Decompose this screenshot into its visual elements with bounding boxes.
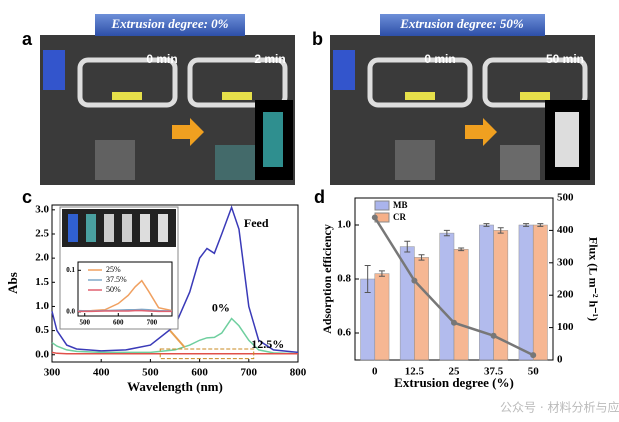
x-tick-label: 700 xyxy=(241,367,258,379)
time-label: 50 min xyxy=(546,52,584,66)
y-axis-title: Adsorption efficiency xyxy=(320,224,334,334)
plot-frame xyxy=(51,204,299,363)
vial xyxy=(68,214,78,242)
photo-b xyxy=(330,35,595,185)
y-tick-label: 0.0 xyxy=(35,348,49,360)
x-tick-label: 400 xyxy=(93,367,110,379)
y2-axis-title: Flux (L m⁻² h⁻¹) xyxy=(586,237,600,321)
x-tick-label: 300 xyxy=(44,367,61,379)
photo-a xyxy=(40,35,295,185)
panel-label: a xyxy=(22,29,33,49)
plot-frame xyxy=(77,261,173,317)
legend-label: 37.5% xyxy=(106,275,127,284)
vial xyxy=(140,214,150,242)
error-bar xyxy=(418,254,425,261)
x-tick-label: 600 xyxy=(191,367,208,379)
vial xyxy=(86,214,96,242)
y-tick-label: 0.0 xyxy=(66,307,75,315)
point xyxy=(530,352,537,359)
y-tick-label: 0.1 xyxy=(66,266,75,274)
y-tick-label: 2.0 xyxy=(35,252,49,264)
y2-tick-label: 0 xyxy=(557,354,563,366)
bar xyxy=(453,249,469,361)
y-tick-label: 1.0 xyxy=(337,219,351,231)
y2-tick-label: 300 xyxy=(557,256,574,268)
series-line xyxy=(78,309,172,313)
time-label: 0 min xyxy=(424,52,455,66)
banner-title: Extrusion degree: 0% xyxy=(111,16,229,31)
x-axis-title: Extrusion degree (%) xyxy=(394,375,514,390)
x-tick-label: 600 xyxy=(113,319,124,327)
error-bar xyxy=(458,247,465,252)
bar xyxy=(532,224,548,361)
series-line xyxy=(51,205,299,354)
point xyxy=(371,214,378,221)
legend-swatch xyxy=(374,200,390,211)
y2-tick-label: 500 xyxy=(557,192,574,204)
bar xyxy=(479,224,494,361)
banner-title: Extrusion degree: 50% xyxy=(399,16,524,31)
annotation: Feed xyxy=(244,216,269,230)
x-axis-title: Wavelength (nm) xyxy=(127,379,223,394)
legend-label: CR xyxy=(393,212,406,222)
x-tick-label: 37.5 xyxy=(484,366,504,378)
y2-tick-label: 400 xyxy=(557,224,574,236)
x-tick-label: 500 xyxy=(142,367,159,379)
point xyxy=(411,277,418,284)
series-line xyxy=(51,317,299,355)
time-label: 0 min xyxy=(146,52,177,66)
vials-photo xyxy=(62,209,176,247)
y-tick-label: 0.5 xyxy=(35,324,49,336)
error-bar xyxy=(483,223,490,227)
vial xyxy=(122,214,132,242)
y-tick-label: 2.5 xyxy=(35,228,49,240)
x-tick-label: 50 xyxy=(528,366,540,378)
error-bar xyxy=(443,229,450,237)
bar xyxy=(518,224,534,361)
legend-label: 50% xyxy=(106,285,121,294)
y-tick-label: 0.6 xyxy=(337,327,351,339)
highlight-box xyxy=(159,348,255,360)
error-bar xyxy=(364,265,371,293)
panel-label: b xyxy=(312,29,323,49)
annotation: 12.5% xyxy=(251,337,284,351)
y-tick-label: 1.5 xyxy=(35,276,49,288)
y-axis-title: Abs xyxy=(5,272,20,294)
bar xyxy=(414,257,429,361)
error-bar xyxy=(378,270,385,277)
y-tick-label: 0.8 xyxy=(337,273,351,285)
y-tick-label: 3.0 xyxy=(35,203,49,215)
watermark: 公众号 · 材料分析与应用 xyxy=(500,400,619,415)
x-tick-label: 800 xyxy=(290,367,307,379)
error-bar xyxy=(523,223,530,227)
banner xyxy=(95,14,245,36)
legend-label: 25% xyxy=(106,265,121,274)
bar xyxy=(439,232,455,361)
series-line xyxy=(51,351,298,355)
error-bar xyxy=(537,223,544,227)
x-tick-label: 0 xyxy=(372,366,378,378)
error-bar xyxy=(497,227,504,234)
annotation: 0% xyxy=(212,301,230,315)
pointer xyxy=(169,329,186,349)
legend-label: MB xyxy=(393,200,408,210)
y2-tick-label: 100 xyxy=(557,321,574,333)
point xyxy=(490,332,497,339)
y2-tick-label: 200 xyxy=(557,289,574,301)
vial xyxy=(104,214,114,242)
x-tick-label: 12.5 xyxy=(405,366,425,378)
panel-label: d xyxy=(314,187,325,207)
panel-label: c xyxy=(22,187,32,207)
bar xyxy=(374,273,390,361)
banner xyxy=(380,14,545,36)
x-tick-label: 700 xyxy=(147,319,158,327)
vial xyxy=(158,214,168,242)
point xyxy=(451,319,457,326)
y-tick-label: 1.0 xyxy=(35,300,49,312)
x-tick-label: 500 xyxy=(79,319,90,327)
error-bar xyxy=(404,240,411,253)
x-tick-label: 25 xyxy=(449,366,461,378)
time-label: 2 min xyxy=(254,52,285,66)
